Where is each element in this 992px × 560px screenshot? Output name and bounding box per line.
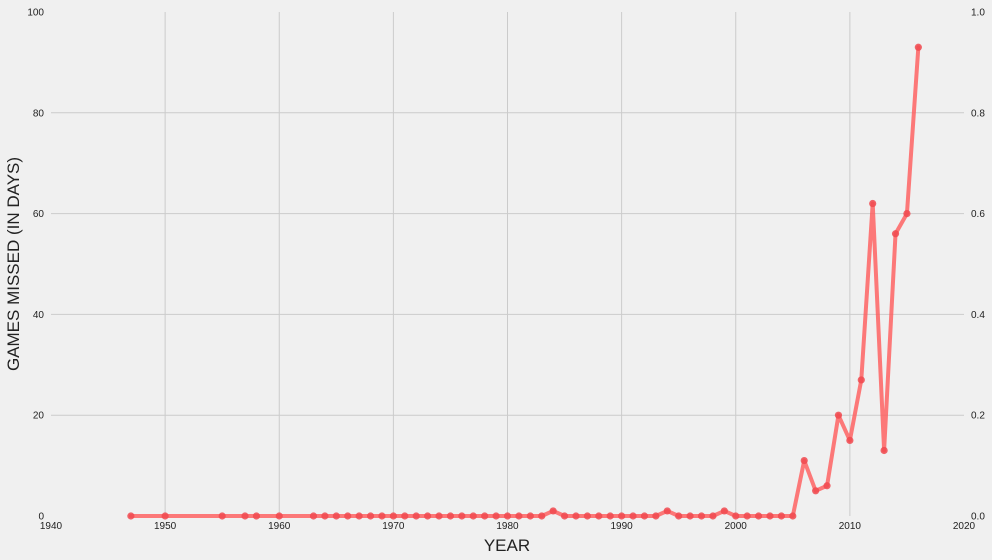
data-point <box>800 456 808 465</box>
data-point <box>161 512 169 520</box>
data-point <box>606 512 614 520</box>
data-point <box>640 512 649 520</box>
data-point <box>572 512 580 520</box>
data-point <box>458 512 466 520</box>
data-point <box>241 512 249 520</box>
data-point <box>903 210 911 218</box>
data-point <box>732 512 740 520</box>
data-point <box>515 512 523 520</box>
x-axis-title: YEAR <box>484 536 530 555</box>
y-axis-title: GAMES MISSED (IN DAYS) <box>4 157 23 371</box>
x-tick-label: 1970 <box>382 521 405 532</box>
data-point <box>891 230 900 238</box>
y-tick-label: 0 <box>38 512 44 523</box>
data-point <box>583 512 591 520</box>
data-point <box>686 512 694 520</box>
y-tick-label: 20 <box>33 411 45 422</box>
secondary-y-axis-tick-labels: 0.0 0.2 0.4 0.6 0.8 1.0 <box>971 8 985 523</box>
data-point <box>275 512 283 520</box>
data-point <box>914 43 922 51</box>
data-point <box>549 507 557 515</box>
x-tick-label: 2010 <box>839 521 862 532</box>
data-point <box>754 512 763 520</box>
y-tick-label: 40 <box>33 310 45 321</box>
data-point <box>355 512 363 520</box>
x-tick-label: 2000 <box>725 521 748 532</box>
data-point <box>652 512 660 520</box>
x-tick-label: 1950 <box>154 521 177 532</box>
data-point <box>401 512 409 520</box>
y2-tick-label: 0.0 <box>971 512 985 523</box>
data-point <box>675 512 683 520</box>
x-tick-label: 1980 <box>496 521 519 532</box>
horizontal-gridlines <box>51 112 964 416</box>
data-point <box>766 512 774 520</box>
data-point <box>812 487 820 495</box>
data-point <box>560 512 569 520</box>
data-point <box>389 512 397 520</box>
y-tick-label: 100 <box>27 8 44 19</box>
x-tick-label: 2020 <box>953 521 976 532</box>
data-point <box>663 507 671 515</box>
data-point <box>424 512 432 520</box>
data-point <box>629 512 637 520</box>
y2-tick-label: 1.0 <box>971 8 985 19</box>
data-point <box>252 512 261 520</box>
data-point <box>697 512 706 520</box>
data-point <box>435 512 443 520</box>
data-point <box>777 512 786 520</box>
data-point <box>492 512 500 520</box>
data-point <box>720 507 728 515</box>
x-tick-label: 1990 <box>611 521 634 532</box>
data-point <box>309 512 318 520</box>
data-point <box>503 512 512 520</box>
data-point <box>789 512 797 520</box>
data-point <box>366 512 375 520</box>
data-point <box>446 512 455 520</box>
data-point <box>378 512 386 520</box>
data-point <box>857 376 865 384</box>
y-tick-label: 80 <box>33 108 45 119</box>
data-point <box>481 512 489 520</box>
data-point <box>869 199 877 208</box>
y2-tick-label: 0.4 <box>971 310 985 321</box>
data-point <box>321 512 329 520</box>
data-point <box>469 512 477 520</box>
data-point <box>595 512 603 520</box>
data-point <box>332 512 340 520</box>
y-axis-tick-labels: 0 20 40 60 80 100 <box>27 8 44 523</box>
data-point <box>846 436 854 444</box>
data-point <box>880 446 888 455</box>
x-axis-tick-labels: 1940 1950 1960 1970 1980 1990 2000 2010 2020 <box>40 521 976 532</box>
data-point <box>743 512 751 520</box>
data-point <box>538 512 546 520</box>
y-tick-label: 60 <box>33 209 45 220</box>
y2-tick-label: 0.6 <box>971 209 985 220</box>
data-point <box>709 512 717 520</box>
data-point <box>218 512 226 520</box>
y2-tick-label: 0.2 <box>971 411 985 422</box>
data-point <box>834 411 843 419</box>
y2-tick-label: 0.8 <box>971 108 985 119</box>
data-point <box>412 512 420 520</box>
series-games-missed <box>127 43 922 520</box>
x-tick-label: 1960 <box>268 521 291 532</box>
data-point <box>823 482 831 490</box>
data-point <box>618 512 626 520</box>
x-tick-label: 1940 <box>40 521 63 532</box>
data-point <box>127 512 135 520</box>
data-point <box>344 512 352 520</box>
data-point <box>526 512 534 520</box>
